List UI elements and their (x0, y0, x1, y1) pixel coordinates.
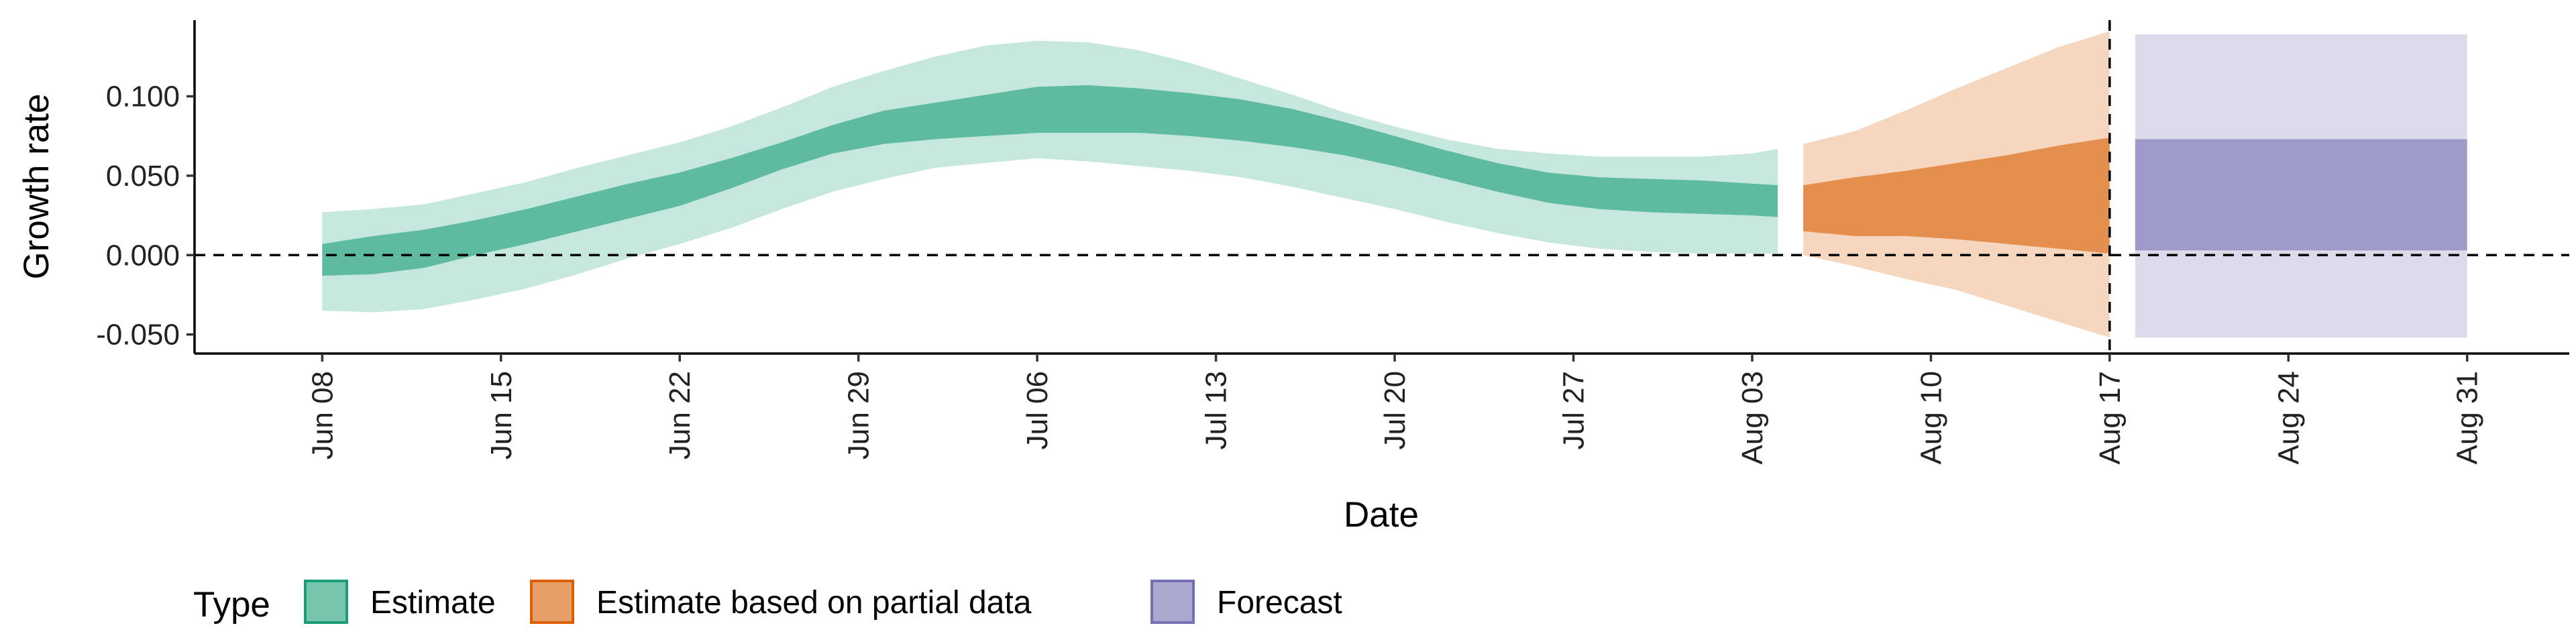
y-axis-ticks: -0.050 0.000 0.050 0.100 (96, 80, 195, 352)
legend-swatch-forecast (1150, 580, 1195, 624)
legend-swatch-estimate-based-on-partial-data (530, 580, 574, 624)
x-tick-label: Jun 08 (306, 371, 339, 460)
x-tick-label: Jul 06 (1021, 371, 1054, 449)
axes (193, 20, 2569, 355)
y-tick-label: 0.000 (106, 239, 180, 272)
legend-swatch-estimate (304, 580, 348, 624)
y-tick-label: 0.100 (106, 80, 180, 113)
estimate-band-50 (322, 85, 1778, 276)
x-tick-label: Jun 15 (485, 371, 518, 460)
x-tick-label: Aug 03 (1736, 371, 1769, 464)
reference-lines (195, 20, 2569, 354)
x-tick-label: Jul 20 (1379, 371, 1411, 449)
legend: Type Estimate Estimate based on partial d… (193, 580, 1342, 625)
legend-label-forecast: Forecast (1217, 585, 1342, 621)
x-tick-label: Aug 17 (2094, 371, 2127, 464)
forecast-band-50 (2135, 139, 2467, 251)
y-axis-title: Growth rate (17, 94, 56, 280)
estimate-based-on-partial-data-band-50 (1803, 138, 2110, 254)
x-axis-title: Date (1344, 495, 1419, 535)
x-tick-label: Aug 31 (2451, 371, 2484, 464)
x-tick-label: Jun 29 (843, 371, 875, 460)
x-tick-label: Aug 10 (1915, 371, 1947, 464)
legend-label-estimate-based-on-partial-data: Estimate based on partial data (596, 585, 1032, 621)
x-axis-ticks: Jun 08 Jun 15 Jun 22 Jun 29 Jul 06 Jul 13 Jul … (306, 354, 2484, 464)
y-tick-label: -0.050 (96, 319, 180, 352)
x-tick-label: Aug 24 (2272, 371, 2305, 464)
x-tick-label: Jul 13 (1200, 371, 1233, 449)
uncertainty-bands (322, 31, 2467, 338)
x-tick-label: Jul 27 (1558, 371, 1591, 449)
y-tick-label: 0.050 (106, 160, 180, 193)
legend-title: Type (193, 585, 270, 625)
legend-label-estimate: Estimate (370, 585, 496, 621)
x-tick-label: Jun 22 (663, 371, 696, 460)
